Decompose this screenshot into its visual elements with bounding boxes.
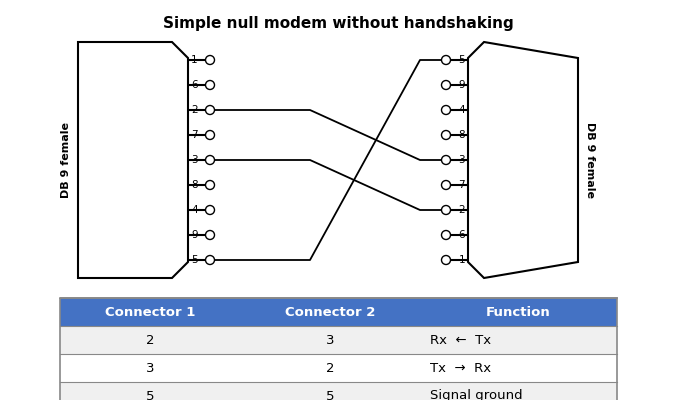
Text: Function: Function (486, 306, 551, 318)
Circle shape (206, 256, 215, 264)
Text: 5: 5 (326, 390, 334, 400)
Text: 6: 6 (458, 230, 465, 240)
Polygon shape (78, 42, 188, 278)
Text: 2: 2 (146, 334, 154, 346)
Circle shape (441, 130, 450, 140)
Circle shape (441, 56, 450, 64)
Text: 7: 7 (191, 130, 198, 140)
Text: 4: 4 (458, 105, 465, 115)
Bar (60, 298, 617, 400)
Polygon shape (468, 42, 578, 278)
Text: 4: 4 (191, 205, 198, 215)
Circle shape (441, 180, 450, 190)
Circle shape (206, 106, 215, 114)
Text: 7: 7 (458, 180, 465, 190)
Circle shape (206, 156, 215, 164)
Text: 8: 8 (191, 180, 198, 190)
Text: 1: 1 (191, 55, 198, 65)
Circle shape (441, 156, 450, 164)
Text: Connector 1: Connector 1 (105, 306, 195, 318)
Bar (60, 354, 617, 382)
Text: 3: 3 (326, 334, 334, 346)
Text: DB 9 female: DB 9 female (585, 122, 595, 198)
Circle shape (441, 256, 450, 264)
Text: 9: 9 (191, 230, 198, 240)
Circle shape (206, 56, 215, 64)
Circle shape (441, 230, 450, 240)
Text: 2: 2 (326, 362, 334, 374)
Text: 3: 3 (191, 155, 198, 165)
Text: 5: 5 (191, 255, 198, 265)
Text: 1: 1 (458, 255, 465, 265)
Circle shape (206, 80, 215, 90)
Circle shape (206, 230, 215, 240)
Circle shape (441, 80, 450, 90)
Text: 8: 8 (458, 130, 465, 140)
Circle shape (206, 180, 215, 190)
Text: 3: 3 (146, 362, 154, 374)
Text: Simple null modem without handshaking: Simple null modem without handshaking (162, 16, 513, 31)
Text: 5: 5 (458, 55, 465, 65)
Text: 2: 2 (458, 205, 465, 215)
Text: 9: 9 (458, 80, 465, 90)
Circle shape (206, 130, 215, 140)
Text: Rx  ←  Tx: Rx ← Tx (430, 334, 491, 346)
Bar (60, 382, 617, 400)
Text: Signal ground: Signal ground (430, 390, 523, 400)
Text: 6: 6 (191, 80, 198, 90)
Text: Tx  →  Rx: Tx → Rx (430, 362, 491, 374)
Text: 5: 5 (146, 390, 154, 400)
Circle shape (206, 206, 215, 214)
Bar (60, 326, 617, 354)
Text: Connector 2: Connector 2 (285, 306, 375, 318)
Text: DB 9 female: DB 9 female (61, 122, 71, 198)
Circle shape (441, 106, 450, 114)
Bar (60, 298, 617, 326)
Text: 3: 3 (458, 155, 465, 165)
Text: 2: 2 (191, 105, 198, 115)
Circle shape (441, 206, 450, 214)
